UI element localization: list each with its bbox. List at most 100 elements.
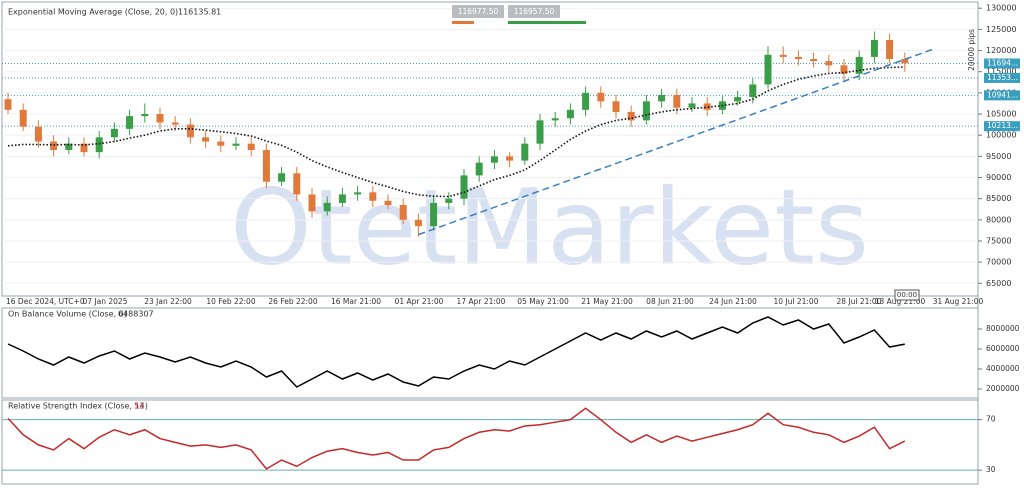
- candle-body: [156, 114, 164, 123]
- candle-body: [779, 54, 787, 57]
- quote-button[interactable]: [452, 5, 504, 18]
- ema-line: [7, 66, 905, 198]
- y-tick-label: 115000: [986, 67, 1017, 76]
- quote-button[interactable]: [508, 5, 560, 18]
- x-tick-label: 31 Aug 21:00: [933, 297, 984, 306]
- candle-body: [840, 65, 848, 74]
- y-tick-label: 85000: [986, 194, 1011, 203]
- y-tick-label: 120000: [986, 46, 1017, 55]
- y-tick-label: 75000: [986, 236, 1011, 245]
- candle-body: [247, 143, 255, 150]
- candle-body: [764, 54, 772, 85]
- x-tick-label: 28 Jul 21:00: [837, 297, 882, 306]
- quote-underline: [508, 21, 586, 24]
- candle-body: [202, 137, 210, 142]
- indicator-value: 53: [134, 402, 144, 411]
- y-tick-label: 90000: [986, 173, 1011, 182]
- y-tick-label: 8000000: [986, 324, 1020, 333]
- candle-body: [19, 109, 27, 127]
- candle-body: [612, 101, 620, 112]
- time-marker-box: [894, 289, 920, 301]
- candle-body: [566, 109, 574, 119]
- candle-body: [642, 101, 650, 121]
- candle-body: [734, 97, 742, 102]
- candle-body: [369, 192, 377, 201]
- level-tag: [984, 58, 1020, 69]
- candle-body: [4, 99, 12, 110]
- candle-body: [825, 61, 833, 66]
- candle-body: [262, 150, 270, 182]
- indicator-title: Relative Strength Index (Close, 14): [8, 402, 148, 411]
- indicator-value: 6488307: [118, 310, 154, 319]
- candle-body: [338, 194, 346, 203]
- trendline: [418, 47, 936, 236]
- candle-body: [171, 122, 179, 125]
- y-tick-label: 130000: [986, 4, 1017, 13]
- candle-body: [506, 156, 514, 161]
- rsi-pane: [1, 399, 979, 485]
- indicator-title: Exponential Moving Average (Close, 20, 0…: [8, 8, 178, 17]
- x-tick-label: 26 Feb 22:00: [268, 297, 317, 306]
- candle-body: [232, 143, 240, 146]
- x-tick-label: 05 May 21:00: [517, 297, 569, 306]
- x-tick-label: 23 Jan 22:00: [144, 297, 192, 306]
- candle-body: [414, 219, 422, 227]
- candle-body: [855, 56, 863, 74]
- x-tick-label: 21 May 21:00: [581, 297, 633, 306]
- y-tick-label: 4000000: [986, 364, 1020, 373]
- level-label: 11353...: [987, 73, 1018, 82]
- quote-underline: [452, 21, 474, 24]
- x-tick-label: 07 Jan 2025: [83, 297, 128, 306]
- candle-body: [597, 92, 605, 102]
- pips-label: 20000 pips: [967, 29, 976, 71]
- x-tick-label: 16 Mar 21:00: [331, 297, 381, 306]
- candle-body: [384, 200, 392, 206]
- candle-body: [627, 111, 635, 121]
- x-tick-label: 10 Jul 21:00: [774, 297, 819, 306]
- candle-body: [323, 202, 331, 212]
- level-tag: [984, 90, 1020, 101]
- candle-body: [551, 118, 559, 121]
- y-tick-label: 70: [986, 415, 996, 424]
- candle-body: [901, 59, 909, 64]
- candle-body: [445, 198, 453, 203]
- candle-body: [80, 143, 88, 153]
- candle-body: [582, 92, 590, 110]
- candle-body: [870, 39, 878, 57]
- candle-body: [293, 173, 301, 195]
- candle-body: [794, 56, 802, 60]
- candle-body: [658, 94, 666, 102]
- candle-body: [810, 59, 818, 62]
- candle-body: [217, 141, 225, 146]
- candle-body: [536, 120, 544, 144]
- obv-pane: [1, 307, 979, 399]
- candle-body: [110, 128, 118, 138]
- x-tick-label: 17 Apr 21:00: [457, 297, 506, 306]
- quote-text: 116977.50: [458, 7, 499, 16]
- candle-body: [460, 175, 468, 199]
- y-tick-label: 95000: [986, 152, 1011, 161]
- indicator-line: [7, 316, 905, 388]
- x-tick-label: 16 Dec 2024, UTC+0: [6, 297, 85, 306]
- candle-body: [399, 205, 407, 220]
- x-tick-label: 08 Jun 21:00: [646, 297, 694, 306]
- y-tick-label: 105000: [986, 110, 1017, 119]
- y-tick-label: 2000000: [986, 384, 1020, 393]
- candle-body: [186, 124, 194, 138]
- level-label: 10941...: [987, 90, 1018, 99]
- x-tick-label: 10 Feb 22:00: [206, 297, 255, 306]
- level-tag: [984, 72, 1020, 83]
- candle-body: [430, 202, 438, 227]
- y-tick-label: 70000: [986, 258, 1011, 267]
- candle-body: [688, 103, 696, 108]
- candle-body: [95, 137, 103, 153]
- level-label: 11694...: [987, 59, 1018, 68]
- x-tick-label: 24 Jun 21:00: [709, 297, 757, 306]
- indicator-line: [7, 407, 906, 470]
- quote-text: 116957.50: [514, 7, 555, 16]
- candle-body: [65, 143, 73, 150]
- y-tick-label: 6000000: [986, 344, 1020, 353]
- candle-body: [354, 192, 362, 195]
- candle-body: [126, 116, 134, 129]
